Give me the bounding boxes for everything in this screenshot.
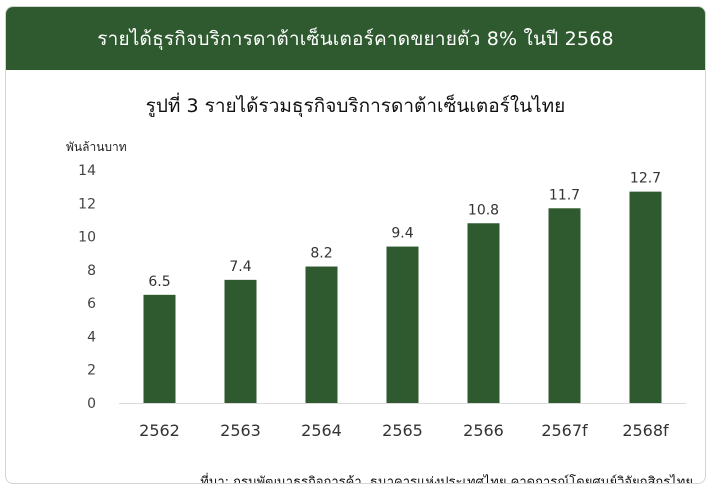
chart-card: รายได้ธุรกิจบริการดาต้าเซ็นเตอร์คาดขยายต… — [5, 6, 706, 484]
bar — [548, 208, 581, 403]
data-label: 9.4 — [391, 226, 413, 242]
bar — [629, 191, 662, 403]
x-tick-label: 2563 — [220, 421, 261, 440]
header-title: รายได้ธุรกิจบริการดาต้าเซ็นเตอร์คาดขยายต… — [97, 27, 614, 50]
header-banner: รายได้ธุรกิจบริการดาต้าเซ็นเตอร์คาดขยายต… — [6, 7, 705, 70]
data-label: 10.8 — [468, 202, 499, 218]
y-tick-label: 14 — [78, 163, 96, 179]
data-label: 7.4 — [229, 259, 251, 275]
y-tick-label: 4 — [87, 329, 96, 345]
bar — [143, 294, 176, 403]
bar — [224, 279, 257, 403]
x-tick-label: 2568f — [622, 421, 669, 440]
data-label: 11.7 — [549, 187, 580, 203]
y-tick-label: 6 — [87, 296, 96, 312]
y-tick-label: 10 — [78, 230, 96, 246]
bar — [305, 266, 338, 403]
y-tick-label: 2 — [87, 363, 96, 379]
x-tick-label: 2566 — [463, 421, 504, 440]
y-tick-label: 0 — [87, 396, 96, 412]
x-tick-label: 2567f — [541, 421, 588, 440]
y-axis-unit-label: พันล้านบาท — [66, 140, 127, 154]
bar — [386, 246, 419, 403]
data-label: 8.2 — [310, 246, 332, 262]
chart-title: รูปที่ 3 รายได้รวมธุรกิจบริการดาต้าเซ็นเ… — [145, 95, 566, 117]
data-label: 6.5 — [148, 274, 170, 290]
bar — [467, 223, 500, 403]
x-tick-label: 2565 — [382, 421, 423, 440]
x-tick-label: 2562 — [139, 421, 180, 440]
bar-chart: 0 2 4 6 8 10 12 14 6.5 2562 7.4 2563 8.2 2564 9.4 2565 1… — [78, 163, 686, 440]
y-tick-label: 8 — [87, 263, 96, 279]
y-tick-label: 12 — [78, 196, 96, 212]
data-label: 12.7 — [630, 171, 661, 187]
source-note: ที่มา: กรมพัฒนาธุรกิจการค้า, ธนาคารแห่งป… — [200, 475, 693, 484]
x-tick-label: 2564 — [301, 421, 342, 440]
